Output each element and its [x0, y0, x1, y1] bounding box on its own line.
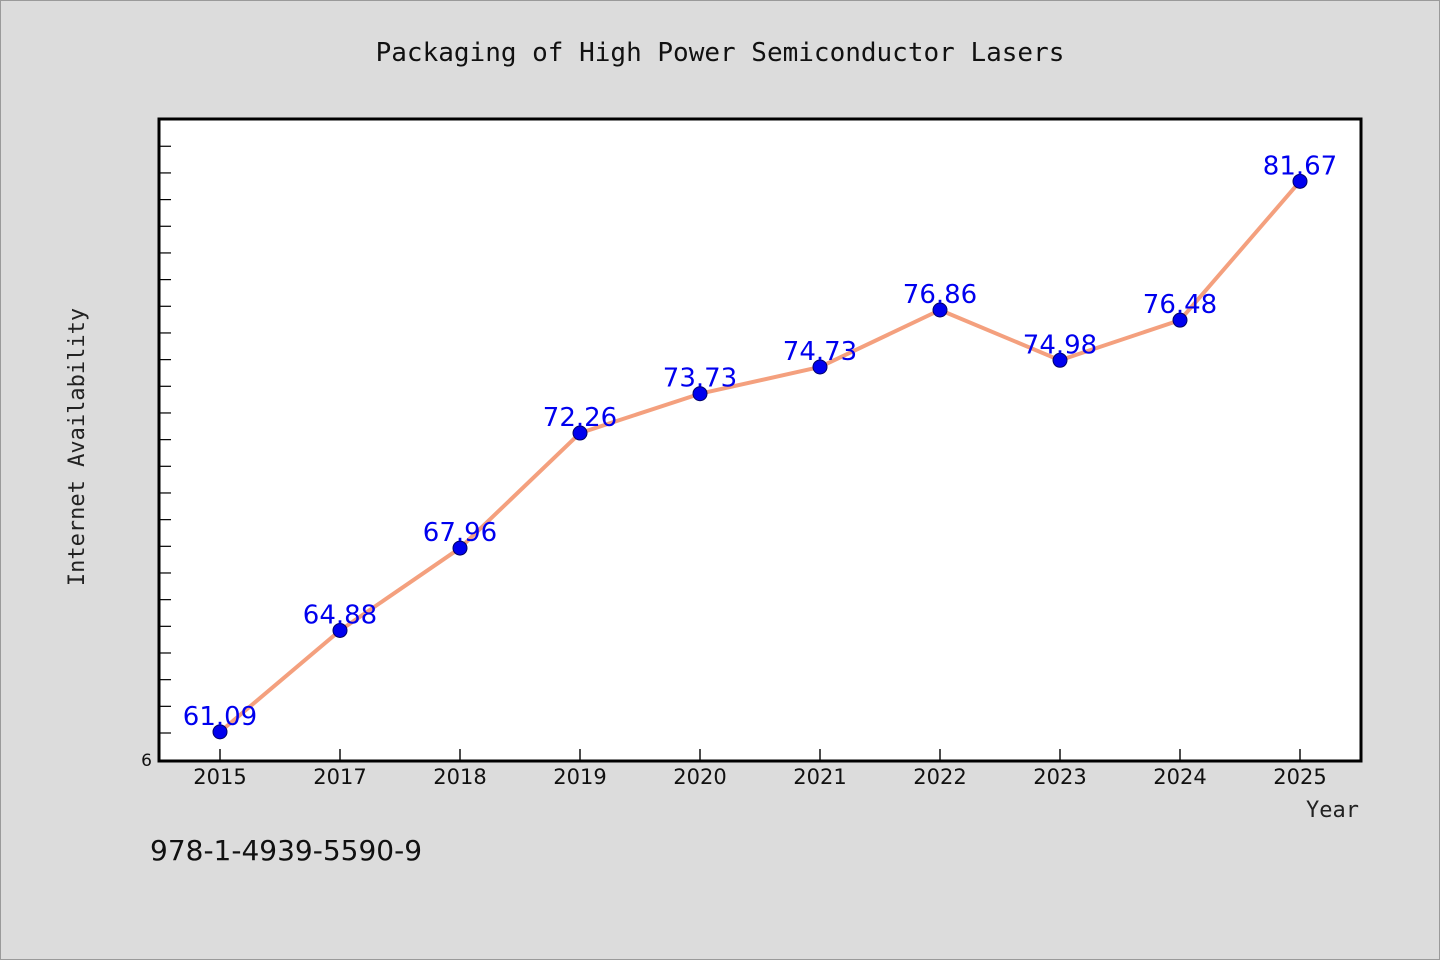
data-label: 64.88 [303, 600, 377, 630]
x-tick-label: 2022 [913, 765, 966, 789]
data-label: 74.98 [1023, 330, 1097, 360]
data-label: 76.86 [903, 280, 977, 310]
data-label: 72.26 [543, 403, 617, 433]
data-point [212, 724, 228, 740]
data-label: 76.48 [1143, 290, 1217, 320]
y-tick-label: 6 [141, 751, 152, 771]
x-tick-label: 2019 [553, 765, 606, 789]
data-label: 73.73 [663, 364, 737, 394]
x-axis-label: Year [1306, 798, 1359, 823]
x-tick-label: 2015 [193, 765, 246, 789]
data-point [1292, 173, 1308, 189]
data-labels: 61.09 64.88 67.96 72.26 73.73 74.73 76.86 74.98… [183, 151, 1337, 732]
data-point [1052, 352, 1068, 368]
series-layer [212, 173, 1308, 740]
x-tick-label: 2018 [433, 765, 486, 789]
data-point [452, 540, 468, 556]
plot-area [157, 117, 1363, 763]
x-tick-label: 2025 [1273, 765, 1326, 789]
data-label: 81.67 [1263, 151, 1337, 181]
x-tick-label: 2020 [673, 765, 726, 789]
y-axis-label: Internet Availability [65, 308, 90, 586]
chart-title: Packaging of High Power Semiconductor La… [376, 38, 1065, 68]
data-label: 61.09 [183, 702, 257, 732]
x-axis-ticks: 2015 2017 2018 2019 2020 2021 2022 2023 2024 2025 [193, 749, 1327, 789]
x-tick-label: 2024 [1153, 765, 1206, 789]
data-label: 74.73 [783, 337, 857, 367]
data-point [332, 622, 348, 638]
data-point [1172, 312, 1188, 328]
data-point [812, 359, 828, 375]
x-tick-label: 2023 [1033, 765, 1086, 789]
series-line [218, 179, 1302, 734]
x-tick-label: 2017 [313, 765, 366, 789]
data-point [572, 425, 588, 441]
y-axis-ticks: 6 [141, 145, 171, 771]
data-point [932, 302, 948, 318]
x-tick-label: 2021 [793, 765, 846, 789]
data-label: 67.96 [423, 518, 497, 548]
data-point [692, 386, 708, 402]
isbn-code: 978-1-4939-5590-9 [150, 834, 423, 867]
